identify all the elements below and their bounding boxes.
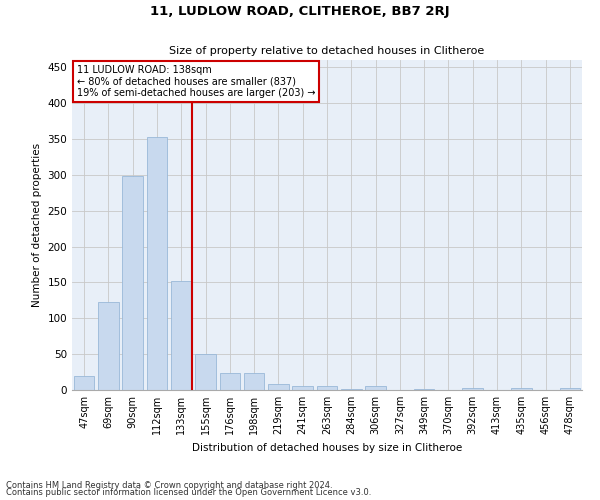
Text: 11 LUDLOW ROAD: 138sqm
← 80% of detached houses are smaller (837)
19% of semi-de: 11 LUDLOW ROAD: 138sqm ← 80% of detached…	[77, 65, 316, 98]
Bar	[244, 373, 265, 390]
Text: Contains HM Land Registry data © Crown copyright and database right 2024.: Contains HM Land Registry data © Crown c…	[6, 480, 332, 490]
Bar	[74, 376, 94, 390]
Text: 11, LUDLOW ROAD, CLITHEROE, BB7 2RJ: 11, LUDLOW ROAD, CLITHEROE, BB7 2RJ	[150, 5, 450, 18]
Bar	[268, 384, 289, 390]
Bar	[146, 138, 167, 390]
Bar	[341, 388, 362, 390]
Bar	[560, 388, 580, 390]
Bar	[122, 176, 143, 390]
Bar	[195, 354, 216, 390]
Bar	[317, 386, 337, 390]
Bar	[365, 386, 386, 390]
Y-axis label: Number of detached properties: Number of detached properties	[32, 143, 42, 307]
Text: Contains public sector information licensed under the Open Government Licence v3: Contains public sector information licen…	[6, 488, 371, 497]
Bar	[463, 388, 483, 390]
Bar	[220, 373, 240, 390]
Title: Size of property relative to detached houses in Clitheroe: Size of property relative to detached ho…	[169, 46, 485, 56]
Bar	[511, 388, 532, 390]
Bar	[98, 302, 119, 390]
X-axis label: Distribution of detached houses by size in Clitheroe: Distribution of detached houses by size …	[192, 442, 462, 452]
Bar	[171, 281, 191, 390]
Bar	[292, 386, 313, 390]
